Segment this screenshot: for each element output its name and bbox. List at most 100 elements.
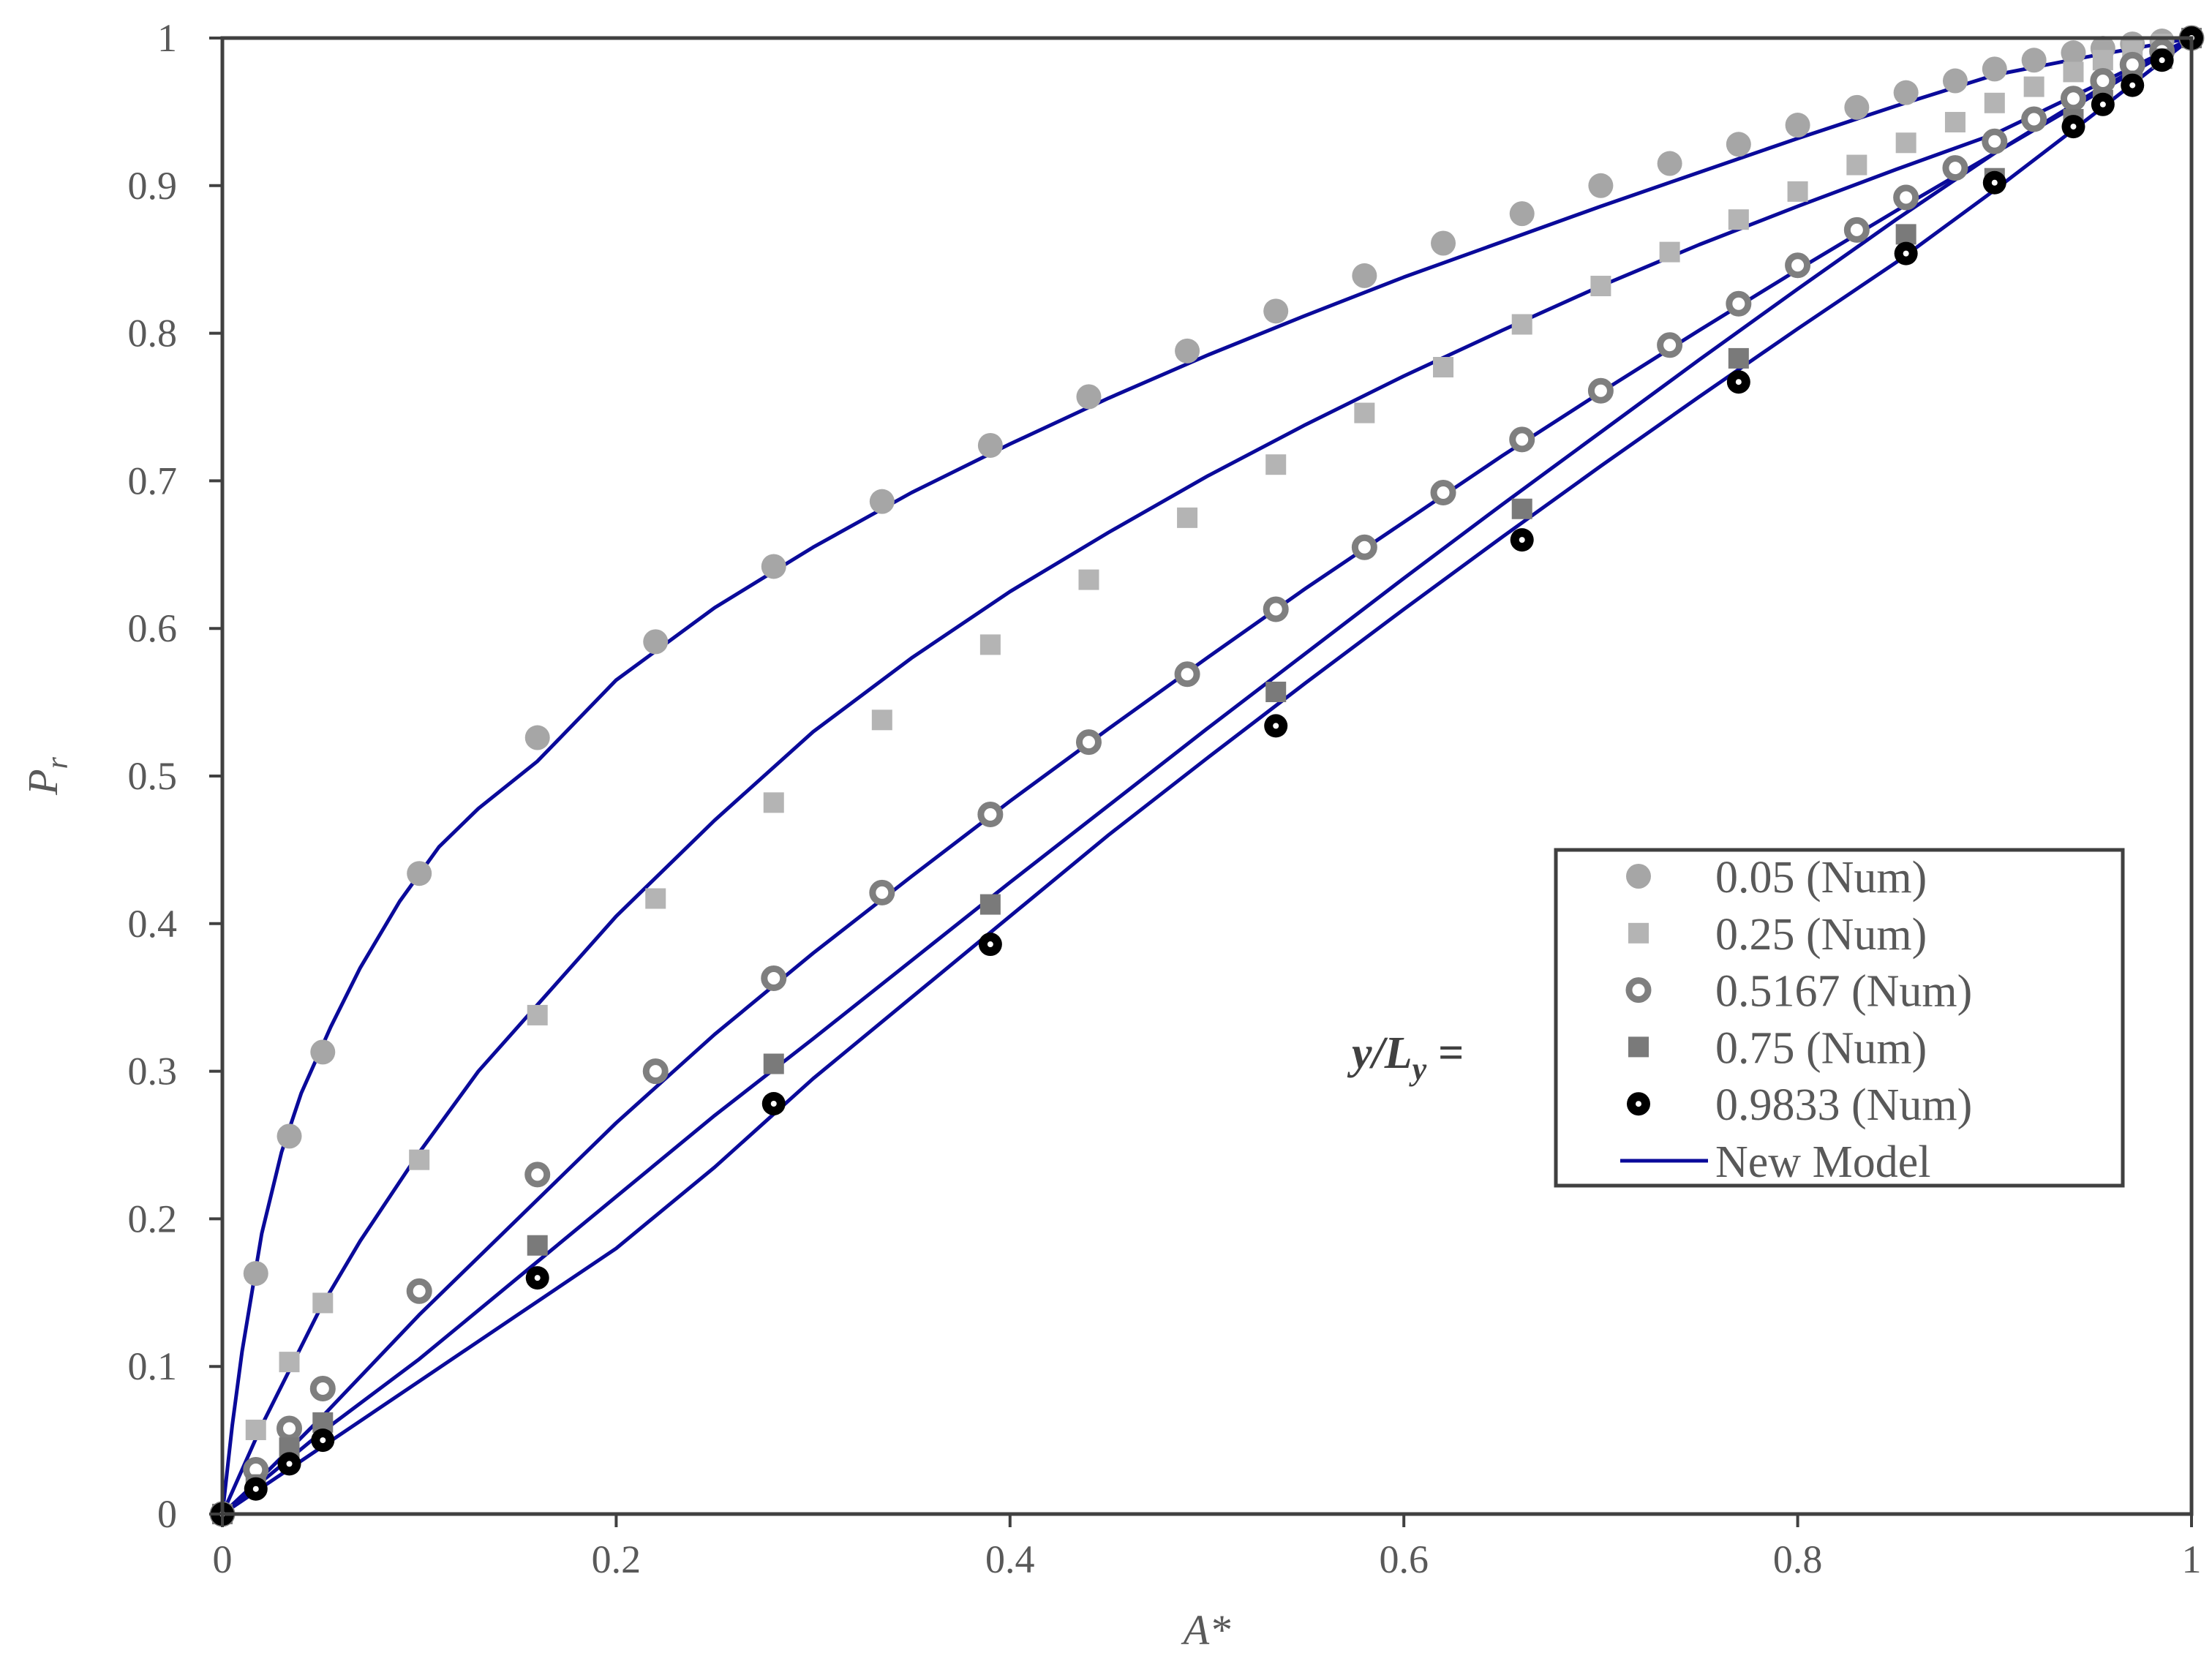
data-point [871,709,892,731]
y-tick-label: 0 [157,1492,177,1536]
data-point-center [286,1461,293,1467]
data-point [1264,714,1288,738]
x-tick-label: 0.8 [1773,1537,1823,1581]
data-point [524,1161,551,1188]
data-point [761,554,786,579]
data-point [1844,94,1870,120]
data-point [1893,184,1919,211]
data-point [977,432,1003,458]
data-point [977,801,1004,827]
x-ticks: 0 0.2 0.4 0.6 0.8 1 [213,1514,2202,1581]
data-point [1942,68,1968,94]
data-point [2121,73,2145,97]
data-point [1075,729,1102,756]
x-tick-label: 0.2 [592,1537,642,1581]
data-point-center [1903,250,1909,257]
data-point [1894,241,1918,266]
data-point [1846,154,1867,176]
x-tick-label: 0 [213,1537,233,1581]
data-point-center [1273,723,1279,729]
data-point [763,1053,784,1074]
data-point [1728,347,1749,369]
data-point [1625,977,1652,1004]
data-point [2150,48,2174,72]
data-point [1511,498,1532,519]
data-point [1628,1036,1649,1058]
legend-item-label: 0.25 (Num) [1715,910,1927,960]
data-point [524,725,550,750]
data-point [1509,201,1535,227]
y-tick-label: 1 [157,16,177,60]
data-point [1984,92,2005,113]
data-point [2090,68,2116,94]
data-point [277,1452,301,1476]
data-point [1174,661,1200,688]
data-point [869,489,895,514]
y-tick-label: 0.7 [128,459,178,502]
data-point [1352,263,1377,288]
data-point [276,1415,303,1442]
data-point [279,1352,300,1373]
data-point [276,1123,302,1149]
data-point [1942,155,1968,181]
y-axis-title-sub: r [41,756,75,769]
legend-item-label: 0.75 (Num) [1715,1023,1927,1073]
data-point-center [534,1275,541,1281]
data-point [243,1261,268,1287]
x-tick-label: 0.4 [985,1537,1035,1581]
data-point [1263,596,1289,622]
data-point [1982,128,2008,154]
data-point [979,894,1001,915]
data-point [1843,216,1870,243]
data-point [527,1235,548,1256]
x-tick-label: 1 [2182,1537,2202,1581]
data-point [1265,454,1287,475]
data-point [1511,314,1532,335]
data-point [1263,298,1289,324]
data-point [2092,50,2113,71]
data-point [1351,534,1377,560]
data-point [1627,1092,1650,1116]
model-curve [220,36,2192,1515]
y-tick-label: 0.9 [128,164,178,208]
x-axis-title: A* [1181,1606,1230,1653]
data-point-center [2159,57,2165,64]
legend-item: 0.25 (Num) [1628,910,1927,960]
data-point [1510,528,1534,552]
model-curve [221,36,2193,1515]
data-point [642,1058,669,1085]
data-point-center [1991,179,1998,186]
data-point [1726,132,1751,157]
data-point [2061,115,2085,139]
model-curve [221,36,2193,1515]
data-point [1895,224,1916,245]
data-point [1175,338,1200,364]
markers [209,25,2205,1527]
data-point [1590,276,1611,297]
data-point [1265,681,1287,702]
legend-item-label: 0.5167 (Num) [1715,967,1972,1017]
legend-item: 0.5167 (Num) [1625,967,1972,1017]
data-point [244,1477,268,1501]
data-point [761,965,787,991]
data-point [1588,173,1614,198]
data-point [409,1149,430,1170]
y-axis-title: Pr [19,756,75,795]
data-point [978,933,1002,957]
data-point-center [987,941,993,948]
data-point [643,629,669,655]
data-point [1078,569,1099,590]
series-markers [211,26,2203,1526]
y-ticks: 0 0.1 0.2 0.3 0.4 0.5 0.6 0.7 0.8 0.9 1 [128,16,222,1536]
data-point [1785,252,1811,279]
data-point [1076,384,1102,410]
data-point [525,1266,549,1290]
data-point [245,1419,266,1440]
data-point-center [2099,101,2106,108]
data-point [312,1292,334,1314]
y-tick-label: 0.8 [128,312,178,355]
data-point [407,861,432,886]
model-curve [221,37,2193,1516]
legend: y/Ly = 0.05 (Num)0.25 (Num)0.5167 (Num)0… [1347,848,2125,1188]
